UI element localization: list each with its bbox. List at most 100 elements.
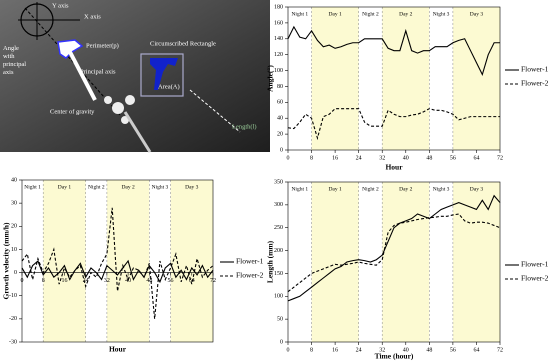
blue-flower bbox=[150, 58, 178, 90]
series-line bbox=[21, 207, 214, 319]
chart: Night 1 Day 1 Night 2 Day 2 Night 3 Day 3 -30 -… bbox=[2, 177, 264, 353]
x-tick-label: 16 bbox=[61, 278, 67, 284]
label: Center of gravity bbox=[50, 108, 95, 115]
y-tick-label: -10 bbox=[9, 293, 17, 299]
y-tick-label: 60 bbox=[277, 100, 283, 106]
period-label: Night 1 bbox=[291, 11, 308, 17]
label: Circumscribed Rectangle bbox=[150, 40, 216, 47]
legend-label: Flower-1 bbox=[521, 65, 549, 74]
x-tick-label: 8 bbox=[310, 347, 313, 353]
period-band bbox=[311, 182, 359, 342]
x-tick-label: 32 bbox=[379, 347, 385, 353]
period-label: Day 2 bbox=[121, 184, 135, 190]
legend-label: Flower-2 bbox=[521, 79, 549, 88]
x-tick-label: 32 bbox=[104, 278, 110, 284]
period-label: Day 1 bbox=[58, 184, 72, 190]
x-tick-label: 56 bbox=[168, 278, 174, 284]
x-tick-label: 40 bbox=[403, 155, 409, 161]
period-label: Day 3 bbox=[470, 11, 484, 17]
y-tick-label: 30 bbox=[11, 201, 17, 207]
stem bbox=[68, 51, 97, 101]
x-tick-label: 64 bbox=[473, 347, 479, 353]
x-tick-label: 24 bbox=[83, 278, 89, 284]
photo-panel: Y axis X axis Perimeter(p) Principal axi… bbox=[0, 0, 270, 153]
period-label: Night 1 bbox=[291, 186, 308, 192]
x-tick-label: 56 bbox=[450, 347, 456, 353]
legend-label: Flower-2 bbox=[521, 274, 549, 283]
x-tick-label: 48 bbox=[426, 155, 432, 161]
legend-label: Flower-1 bbox=[236, 257, 264, 266]
label: X axis bbox=[84, 13, 101, 20]
x-tick-label: 16 bbox=[332, 155, 338, 161]
x-tick-label: 56 bbox=[450, 155, 456, 161]
period-band bbox=[452, 182, 500, 342]
period-band bbox=[170, 180, 213, 342]
y-tick-label: 160 bbox=[274, 20, 283, 26]
x-tick-label: 8 bbox=[42, 278, 45, 284]
period-band bbox=[452, 7, 500, 150]
series-line bbox=[287, 213, 501, 293]
y-axis-title: Angle(°) bbox=[266, 65, 275, 92]
period-band bbox=[382, 182, 430, 342]
period-label: Day 2 bbox=[399, 186, 413, 192]
y-tick-label: 50 bbox=[277, 317, 283, 323]
y-tick-label: 0 bbox=[280, 339, 283, 345]
series-line bbox=[21, 259, 214, 284]
period-label: Day 2 bbox=[399, 11, 413, 17]
x-tick-label: 72 bbox=[497, 347, 503, 353]
x-tick-label: 24 bbox=[356, 155, 362, 161]
period-label: Night 3 bbox=[433, 11, 450, 17]
x-tick-label: 0 bbox=[287, 155, 290, 161]
label: Area(A) bbox=[158, 83, 180, 90]
flowers bbox=[104, 95, 135, 124]
x-axis-title: Time (hour) bbox=[375, 352, 414, 361]
x-axis-title: Hour bbox=[109, 345, 127, 354]
y-tick-label: 0 bbox=[14, 270, 17, 276]
y-tick-label: 40 bbox=[277, 116, 283, 122]
series-line bbox=[287, 25, 500, 77]
plant-stem bbox=[123, 111, 152, 153]
label: Perimeter(p) bbox=[86, 42, 119, 49]
x-tick-label: 48 bbox=[426, 347, 432, 353]
period-label: Day 3 bbox=[185, 184, 199, 190]
y-tick-label: 40 bbox=[11, 177, 17, 183]
y-tick-label: 10 bbox=[11, 247, 17, 253]
label: Principal axis bbox=[80, 68, 116, 75]
y-tick-label: 350 bbox=[274, 179, 283, 185]
x-tick-label: 72 bbox=[210, 278, 216, 284]
y-tick-label: 140 bbox=[274, 36, 283, 42]
period-band bbox=[382, 7, 430, 150]
principal-line bbox=[24, 7, 121, 116]
y-tick-label: -20 bbox=[9, 316, 17, 322]
x-tick-label: 40 bbox=[125, 278, 131, 284]
y-axis-title: Length (mm) bbox=[266, 240, 275, 283]
x-tick-label: 72 bbox=[497, 155, 503, 161]
plot-frame bbox=[287, 181, 501, 343]
period-label: Day 1 bbox=[328, 186, 342, 192]
legend-label: Flower-2 bbox=[236, 271, 264, 280]
x-tick-label: 0 bbox=[21, 278, 24, 284]
plot-frame bbox=[287, 6, 501, 151]
chart: Night 1 Day 1 Night 2 Day 2 Night 3 Day 3 0 20 4… bbox=[266, 4, 549, 171]
y-tick-label: 100 bbox=[274, 68, 283, 74]
label: Angle with principal axis bbox=[3, 45, 26, 76]
period-label: Day 3 bbox=[470, 186, 484, 192]
length-line bbox=[189, 89, 241, 133]
period-label: Night 3 bbox=[433, 186, 450, 192]
y-axis-title: Growth velocity (mm/h) bbox=[2, 222, 11, 299]
x-tick-label: 8 bbox=[310, 155, 313, 161]
x-tick-label: 48 bbox=[146, 278, 152, 284]
y-tick-label: 80 bbox=[277, 84, 283, 90]
y-tick-label: 180 bbox=[274, 4, 283, 10]
x-tick-label: 16 bbox=[332, 347, 338, 353]
y-tick-label: -30 bbox=[9, 339, 17, 345]
period-label: Night 2 bbox=[88, 184, 105, 190]
y-tick-label: 100 bbox=[274, 294, 283, 300]
period-band bbox=[43, 180, 86, 342]
chart: Night 1 Day 1 Night 2 Day 2 Night 3 Day 3 0 50 1… bbox=[266, 179, 549, 360]
y-tick-label: 0 bbox=[280, 147, 283, 153]
y-tick-label: 20 bbox=[11, 224, 17, 230]
period-label: Night 2 bbox=[362, 186, 379, 192]
x-tick-label: 40 bbox=[403, 347, 409, 353]
y-tick-label: 250 bbox=[274, 225, 283, 231]
